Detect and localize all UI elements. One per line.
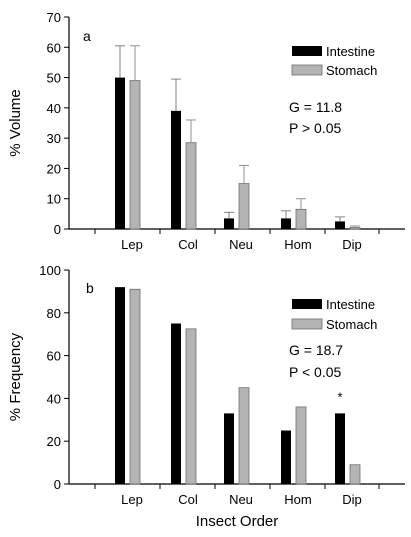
chart-panel-a: 0 10 20 30 40 50 60 70 Lep Col Neu Hom Dip a Intestine… [7, 10, 405, 252]
legend-label: Stomach [326, 317, 377, 332]
x-tick-label: Dip [342, 237, 362, 252]
bar [115, 287, 125, 484]
legend: Intestine Stomach [291, 297, 377, 332]
bar [129, 288, 141, 485]
y-tick-label: 40 [47, 101, 61, 116]
panel-letter: b [86, 280, 94, 296]
legend-label: Stomach [326, 63, 377, 78]
stat-g-value: G = 18.7 [289, 342, 343, 358]
legend: Intestine Stomach [291, 44, 377, 78]
bar [335, 221, 345, 229]
bar [238, 387, 250, 485]
y-tick-label: 70 [47, 10, 61, 25]
y-tick-label: 40 [47, 391, 61, 406]
bar [295, 208, 307, 230]
y-tick-label: 60 [47, 349, 61, 364]
bar [281, 218, 291, 229]
x-tick-label: Dip [342, 492, 362, 507]
y-tick-label: 100 [39, 263, 61, 278]
bar [185, 142, 197, 230]
legend-swatch-intestine [292, 46, 322, 56]
bar [185, 328, 197, 485]
stat-g-value: G = 11.8 [289, 99, 342, 115]
x-axis-title: Insect Order [196, 513, 279, 530]
y-tick-label: 0 [54, 477, 61, 492]
bar [129, 80, 141, 230]
x-tick-label: Lep [121, 237, 143, 252]
legend-swatch-intestine [292, 299, 322, 309]
x-tick-label: Lep [121, 492, 143, 507]
bar [295, 406, 307, 485]
y-tick-label: 60 [47, 40, 61, 55]
stat-p-value: P < 0.05 [289, 364, 342, 380]
bar [171, 323, 181, 484]
y-axis-title: % Volume [7, 89, 24, 157]
legend-swatch-stomach [291, 318, 323, 330]
x-tick-label: Hom [284, 237, 311, 252]
y-tick-label: 50 [47, 71, 61, 86]
panel-letter: a [83, 28, 91, 44]
legend-label: Intestine [326, 44, 375, 59]
bar [281, 430, 291, 484]
stat-p-value: P > 0.05 [289, 120, 342, 136]
x-tick-label: Col [178, 237, 198, 252]
bar [238, 183, 250, 230]
bar [171, 110, 181, 229]
y-tick-label: 30 [47, 131, 61, 146]
y-tick-label: 20 [47, 161, 61, 176]
chart-panel-b: 0 20 40 60 80 100 Lep Col Neu Hom Dip * b Intestine St… [7, 263, 405, 530]
significance-marker: * [337, 389, 342, 404]
y-axis-title: % Frequency [7, 332, 24, 421]
bar [335, 413, 345, 484]
y-tick-label: 10 [47, 192, 61, 207]
bar [349, 464, 361, 485]
y-tick-label: 20 [47, 434, 61, 449]
legend-swatch-stomach [291, 64, 323, 76]
bar [224, 413, 234, 484]
y-tick-label: 80 [47, 306, 61, 321]
bar [224, 218, 234, 229]
x-tick-label: Neu [229, 492, 253, 507]
x-tick-label: Col [178, 492, 198, 507]
x-tick-label: Neu [229, 237, 253, 252]
bar [115, 77, 125, 229]
x-tick-label: Hom [284, 492, 311, 507]
y-tick-label: 0 [54, 222, 61, 237]
legend-label: Intestine [326, 297, 375, 312]
bar [349, 227, 361, 230]
